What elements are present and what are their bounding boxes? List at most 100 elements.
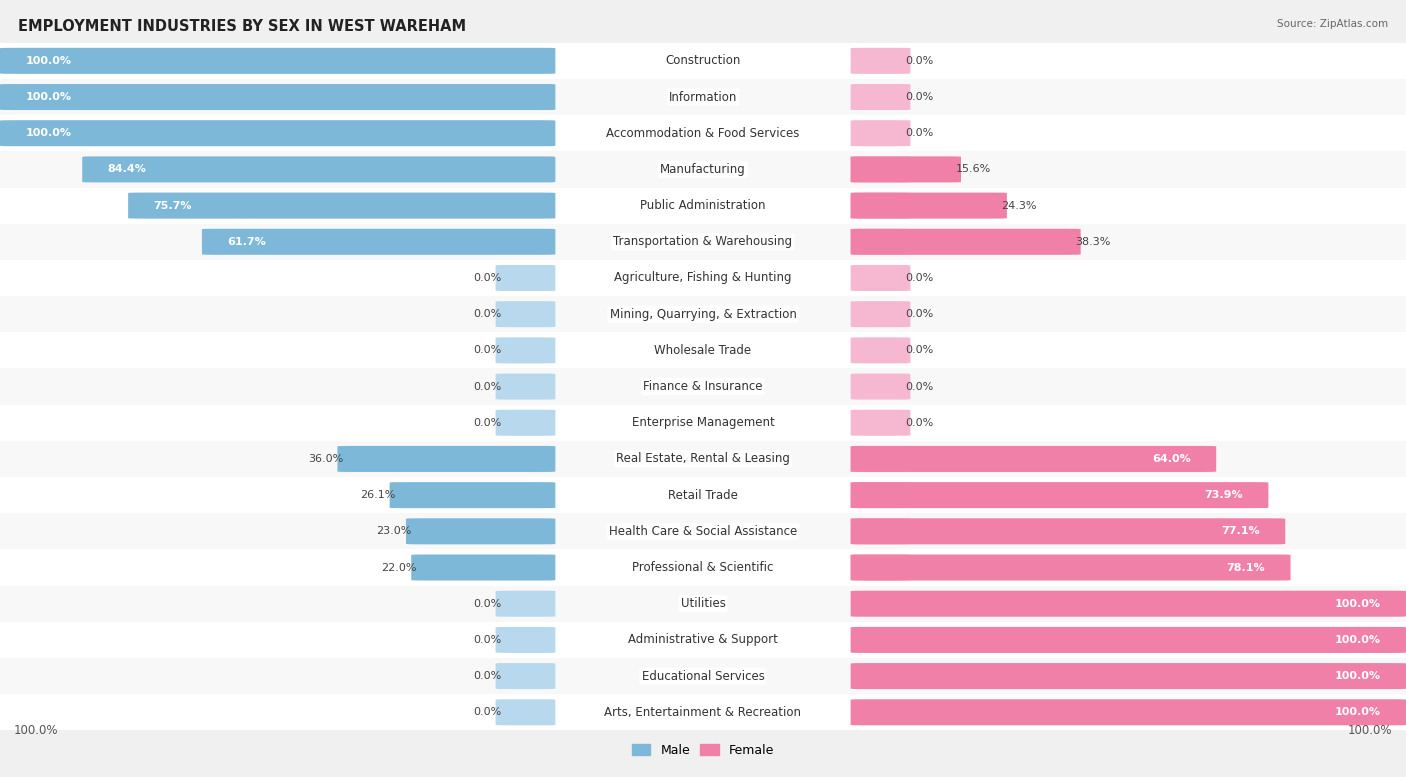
Text: 100.0%: 100.0% [1334,671,1381,681]
FancyBboxPatch shape [128,193,555,218]
FancyBboxPatch shape [0,405,1406,441]
Text: 24.3%: 24.3% [1001,200,1036,211]
Text: 100.0%: 100.0% [1334,635,1381,645]
FancyBboxPatch shape [851,409,911,436]
FancyBboxPatch shape [851,518,1285,545]
FancyBboxPatch shape [0,586,1406,622]
FancyBboxPatch shape [851,48,911,74]
FancyBboxPatch shape [495,374,555,399]
Text: Real Estate, Rental & Leasing: Real Estate, Rental & Leasing [616,452,790,465]
Text: 64.0%: 64.0% [1152,454,1191,464]
Text: 78.1%: 78.1% [1226,563,1265,573]
Text: Transportation & Warehousing: Transportation & Warehousing [613,235,793,249]
FancyBboxPatch shape [495,301,555,327]
Text: 15.6%: 15.6% [956,165,991,174]
Text: 0.0%: 0.0% [472,309,501,319]
FancyBboxPatch shape [851,446,1216,472]
FancyBboxPatch shape [0,43,1406,79]
Text: Manufacturing: Manufacturing [661,163,745,176]
Text: Construction: Construction [665,54,741,68]
Text: 0.0%: 0.0% [905,92,934,102]
Text: 0.0%: 0.0% [472,707,501,717]
FancyBboxPatch shape [495,409,555,436]
Text: 0.0%: 0.0% [472,382,501,392]
Text: Public Administration: Public Administration [640,199,766,212]
Text: 77.1%: 77.1% [1222,526,1260,536]
Text: Information: Information [669,91,737,103]
FancyBboxPatch shape [337,446,555,472]
FancyBboxPatch shape [851,374,911,399]
FancyBboxPatch shape [851,555,1291,580]
Text: 23.0%: 23.0% [377,526,412,536]
FancyBboxPatch shape [0,260,1406,296]
Text: Professional & Scientific: Professional & Scientific [633,561,773,574]
Text: Health Care & Social Assistance: Health Care & Social Assistance [609,524,797,538]
Text: 84.4%: 84.4% [108,165,146,174]
Text: 100.0%: 100.0% [14,724,59,737]
Text: Wholesale Trade: Wholesale Trade [654,344,752,357]
Text: 22.0%: 22.0% [381,563,416,573]
Text: 0.0%: 0.0% [905,382,934,392]
FancyBboxPatch shape [0,622,1406,658]
FancyBboxPatch shape [0,120,555,146]
Text: 0.0%: 0.0% [472,671,501,681]
Text: 26.1%: 26.1% [360,490,395,500]
FancyBboxPatch shape [495,591,555,617]
Text: Enterprise Management: Enterprise Management [631,416,775,429]
FancyBboxPatch shape [851,228,1081,255]
Text: EMPLOYMENT INDUSTRIES BY SEX IN WEST WAREHAM: EMPLOYMENT INDUSTRIES BY SEX IN WEST WAR… [18,19,467,34]
Text: 0.0%: 0.0% [472,599,501,608]
FancyBboxPatch shape [851,627,1406,653]
Text: 100.0%: 100.0% [25,128,72,138]
FancyBboxPatch shape [851,301,911,327]
Text: 73.9%: 73.9% [1205,490,1243,500]
Text: 100.0%: 100.0% [1334,707,1381,717]
Text: 100.0%: 100.0% [1334,599,1381,608]
FancyBboxPatch shape [0,514,1406,549]
Text: Educational Services: Educational Services [641,670,765,682]
Text: Accommodation & Food Services: Accommodation & Food Services [606,127,800,140]
FancyBboxPatch shape [851,337,911,364]
FancyBboxPatch shape [0,296,1406,333]
Text: 0.0%: 0.0% [905,273,934,283]
FancyBboxPatch shape [851,555,911,580]
FancyBboxPatch shape [851,663,1406,689]
FancyBboxPatch shape [851,591,1406,617]
FancyBboxPatch shape [495,627,555,653]
FancyBboxPatch shape [0,694,1406,730]
Text: 100.0%: 100.0% [1347,724,1392,737]
FancyBboxPatch shape [0,368,1406,405]
FancyBboxPatch shape [851,193,1007,218]
FancyBboxPatch shape [0,333,1406,368]
FancyBboxPatch shape [495,699,555,725]
FancyBboxPatch shape [0,187,1406,224]
Text: 38.3%: 38.3% [1076,237,1111,247]
Text: Administrative & Support: Administrative & Support [628,633,778,646]
FancyBboxPatch shape [0,79,1406,115]
Text: Source: ZipAtlas.com: Source: ZipAtlas.com [1277,19,1388,30]
FancyBboxPatch shape [0,549,1406,586]
FancyBboxPatch shape [406,518,555,545]
FancyBboxPatch shape [0,658,1406,694]
FancyBboxPatch shape [851,228,911,255]
Legend: Male, Female: Male, Female [627,739,779,762]
Text: 75.7%: 75.7% [153,200,193,211]
Text: 0.0%: 0.0% [905,418,934,428]
FancyBboxPatch shape [851,482,1268,508]
FancyBboxPatch shape [82,156,555,183]
FancyBboxPatch shape [0,48,555,74]
Text: Mining, Quarrying, & Extraction: Mining, Quarrying, & Extraction [610,308,796,321]
Text: 0.0%: 0.0% [905,128,934,138]
Text: 100.0%: 100.0% [25,56,72,66]
FancyBboxPatch shape [495,663,555,689]
FancyBboxPatch shape [0,152,1406,187]
FancyBboxPatch shape [495,337,555,364]
Text: 0.0%: 0.0% [905,56,934,66]
Text: Agriculture, Fishing & Hunting: Agriculture, Fishing & Hunting [614,271,792,284]
FancyBboxPatch shape [851,156,911,183]
FancyBboxPatch shape [851,446,911,472]
FancyBboxPatch shape [0,441,1406,477]
FancyBboxPatch shape [851,482,911,508]
Text: 61.7%: 61.7% [228,237,266,247]
FancyBboxPatch shape [851,518,911,545]
